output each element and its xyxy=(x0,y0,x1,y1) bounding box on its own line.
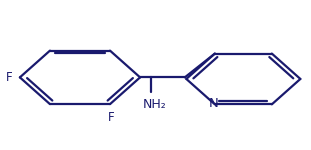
Text: NH₂: NH₂ xyxy=(143,98,166,111)
Text: N: N xyxy=(208,97,218,110)
Text: F: F xyxy=(108,111,115,124)
Text: F: F xyxy=(6,71,12,84)
